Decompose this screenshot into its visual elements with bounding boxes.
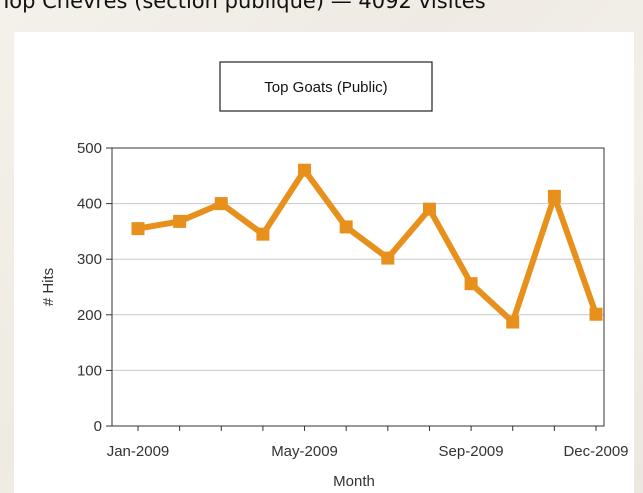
point-Mar-2009: [214, 197, 228, 211]
point-Nov-2009: [547, 189, 561, 203]
x-axis-title: Month: [333, 473, 375, 490]
x-tick-label-Dec-2009: Dec-2009: [563, 443, 628, 460]
y-tick-label-200: 200: [77, 307, 102, 324]
chart-panel: Top Goats (Public) 0 100 200 300 400 500 Jan-…: [14, 32, 634, 493]
x-tick-label-Sep-2009: Sep-2009: [439, 443, 504, 460]
page-heading: Top Chèvres (section publique) — 4092 vi…: [0, 0, 486, 13]
point-Jun-2009: [339, 220, 353, 234]
plot-frame: [111, 147, 605, 427]
x-axis: Jan-2009 May-2009 Sep-2009 Dec-2009: [107, 426, 629, 460]
y-axis-title: # Hits: [40, 268, 57, 306]
x-tick-label-Jan-2009: Jan-2009: [107, 443, 170, 460]
point-Jan-2009: [131, 222, 145, 236]
point-Apr-2009: [256, 227, 270, 241]
gridlines: [112, 203, 604, 371]
y-tick-label-0: 0: [94, 418, 102, 435]
point-May-2009: [298, 163, 312, 177]
point-Oct-2009: [506, 315, 520, 329]
chart: Top Goats (Public) 0 100 200 300 400 500 Jan-…: [40, 61, 629, 490]
y-tick-label-500: 500: [77, 140, 102, 157]
point-Jul-2009: [381, 251, 395, 265]
point-Sep-2009: [464, 277, 478, 291]
y-tick-label-100: 100: [77, 362, 102, 379]
chart-title-box: Top Goats (Public): [219, 61, 433, 112]
chart-title: Top Goats (Public): [264, 79, 387, 96]
y-axis: 0 100 200 300 400 500: [77, 140, 112, 435]
point-Dec-2009: [589, 307, 603, 321]
series-points: [131, 163, 603, 329]
point-Aug-2009: [422, 202, 436, 216]
series-0-line: [135, 167, 599, 325]
series-line: [135, 167, 599, 325]
y-tick-label-300: 300: [77, 251, 102, 268]
x-tick-label-May-2009: May-2009: [271, 443, 338, 460]
point-Feb-2009: [173, 214, 187, 228]
y-tick-label-400: 400: [77, 196, 102, 213]
